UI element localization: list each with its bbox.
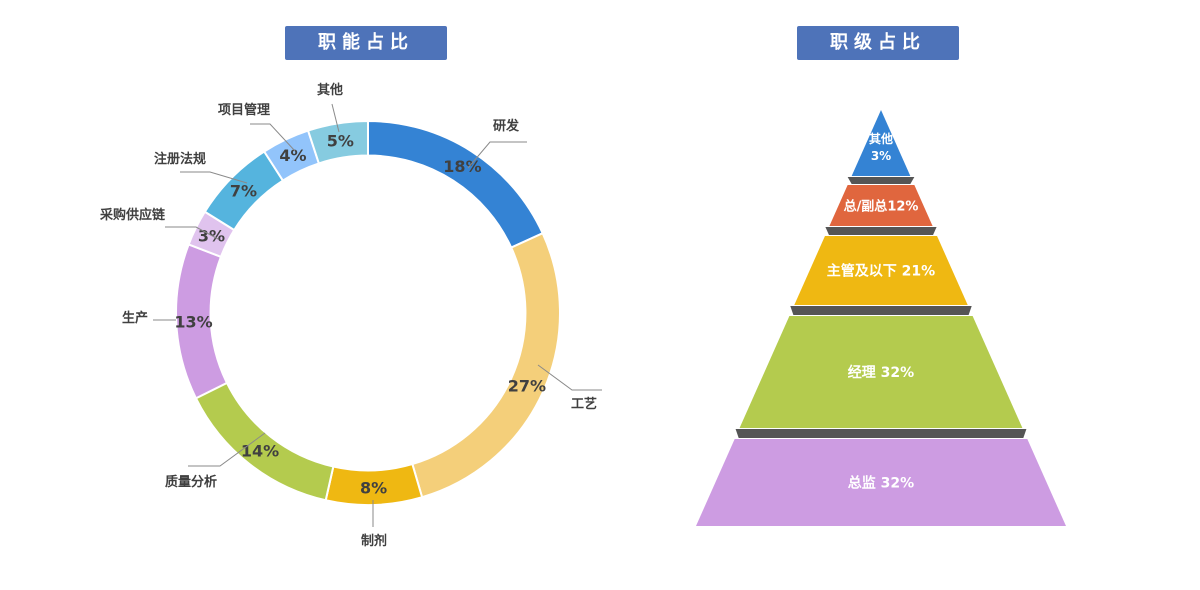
leader-line [537,364,602,391]
slice-category-label: 项目管理 [218,102,270,118]
slice-value-label: 14% [241,441,279,460]
pyramid-tier-value: 32% [881,476,915,492]
pyramid-tier-label: 其他 [869,131,893,146]
pyramid-tier-value: 12% [887,200,918,215]
slice-category-label: 采购供应链 [99,207,166,223]
pyramid-tier [851,110,911,176]
pyramid-title: 职级占比 [797,26,959,60]
pyramid-tier-label: 经理 32% [848,364,914,381]
leader-line [188,432,266,467]
pyramid-tier-value: 3% [871,149,891,163]
slice-value-label: 27% [508,377,546,396]
leader-line [180,171,248,184]
slice-category-label: 注册法规 [154,151,206,167]
pyramid-tier-value: 21% [902,264,936,280]
slice-value-label: 4% [279,146,306,165]
slice-value-label: 7% [230,181,257,200]
pyramid-tier-label: 总/副总12% [844,199,919,215]
slice-category-label: 研发 [493,118,520,134]
leader-line [165,226,219,240]
slice-value-label: 5% [327,131,354,150]
pyramid-tier [696,439,1066,526]
pyramid-tier-name: 总监 [848,475,881,492]
slice-category-label: 生产 [122,310,148,326]
leader-line [331,103,340,133]
pyramid-separator [825,227,937,235]
donut-slice [306,119,369,165]
pyramid-tier-label: 主管及以下 21% [827,263,935,280]
leader-line [467,141,527,169]
pyramid-separator [735,429,1027,438]
leader-line [250,123,296,152]
slice-category-label: 质量分析 [165,474,217,490]
donut-title: 职能占比 [285,26,447,60]
pyramid-tier [829,185,933,226]
slice-value-label: 13% [174,312,212,331]
slice-category-label: 制剂 [361,533,387,549]
pyramid-tier [739,316,1023,428]
pyramid-tier-name: 主管及以下 [827,263,902,280]
pyramid-tier-name: 总/副总 [844,199,888,215]
slice-value-label: 18% [443,157,481,176]
pyramid-tier-name: 经理 [848,364,881,381]
pyramid-tier-value: 32% [881,365,915,381]
slice-category-label: 工艺 [571,396,597,412]
slice-value-label: 8% [360,479,387,498]
pyramid-tier [794,236,968,305]
slice-category-label: 其他 [317,82,343,98]
pyramid-separator [847,177,915,184]
pyramid-separator [790,306,972,315]
pyramid-tier-label: 总监 32% [848,475,914,492]
